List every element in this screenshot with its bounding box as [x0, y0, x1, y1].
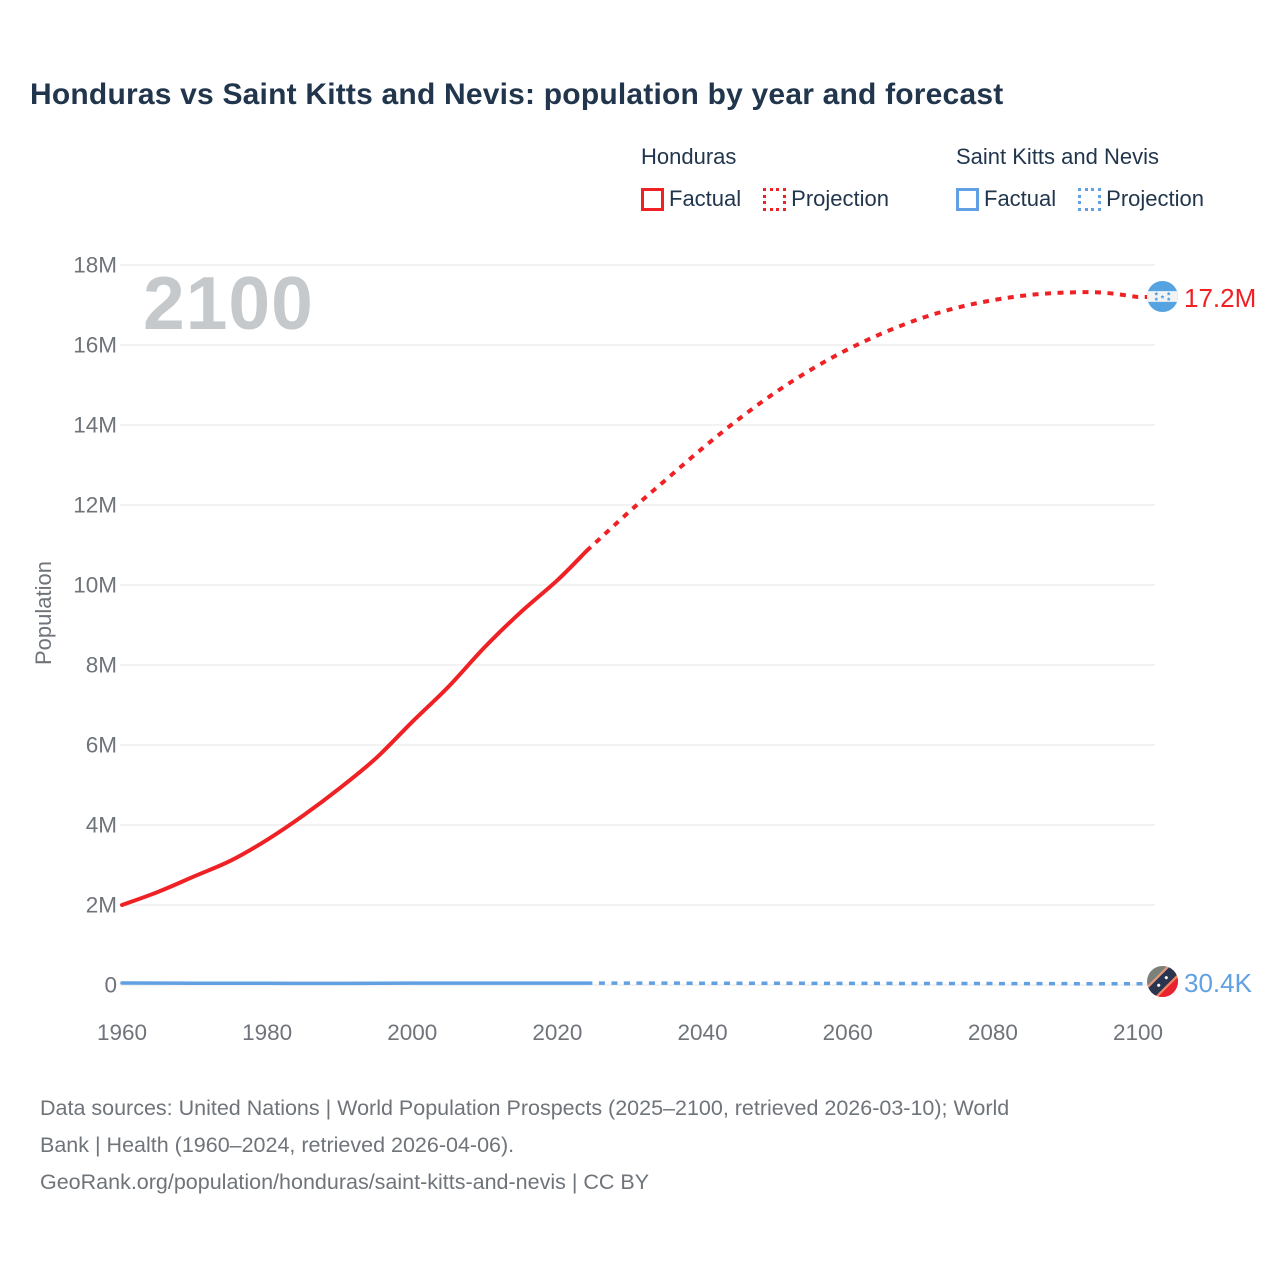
y-tick-label: 10M	[73, 573, 117, 598]
x-tick-label: 2060	[823, 1020, 873, 1045]
x-tick-label: 1960	[97, 1020, 147, 1045]
honduras-factual-swatch-icon	[641, 187, 664, 211]
legend-item-label: Factual	[669, 186, 742, 211]
page-title: Honduras vs Saint Kitts and Nevis: popul…	[30, 78, 1004, 111]
saint-kitts-end-value-label: 30.4K	[1184, 968, 1252, 998]
legend-group-title-honduras: Honduras	[641, 144, 737, 169]
x-tick-label: 2100	[1113, 1020, 1163, 1045]
y-axis-title: Population	[31, 561, 56, 665]
year-watermark: 2100	[143, 261, 314, 345]
y-tick-label: 8M	[86, 653, 117, 678]
series-saint-kitts-and-nevis-projection	[586, 981, 1149, 986]
series-honduras-factual	[120, 549, 589, 907]
y-tick-label: 12M	[73, 493, 117, 518]
y-tick-label: 0	[104, 973, 117, 998]
legend-item-saint-kitts-factual[interactable]: Factual	[956, 186, 1056, 212]
legend-group-saint-kitts: Saint Kitts and Nevis Factual Projection	[956, 144, 1204, 212]
x-tick-label: 1980	[242, 1020, 292, 1045]
x-tick-label: 2020	[532, 1020, 582, 1045]
saint-kitts-projection-swatch-icon	[1078, 187, 1102, 211]
attribution-line: GeoRank.org/population/honduras/saint-ki…	[40, 1170, 650, 1194]
x-tick-label: 2040	[678, 1020, 728, 1045]
y-tick-label: 18M	[73, 253, 117, 278]
honduras-projection-swatch-icon	[763, 187, 787, 211]
data-sources-line-2: Bank | Health (1960–2024, retrieved 2026…	[40, 1133, 515, 1157]
y-tick-label: 14M	[73, 413, 117, 438]
legend-group-honduras: Honduras Factual Projection	[641, 144, 889, 212]
legend-item-label: Factual	[984, 186, 1057, 211]
legend-item-honduras-factual[interactable]: Factual	[641, 186, 741, 212]
honduras-end-value-label: 17.2M	[1184, 283, 1257, 313]
y-tick-label: 16M	[73, 333, 117, 358]
saint-kitts-factual-swatch-icon	[956, 187, 979, 211]
footer: Data sources: United Nations | World Pop…	[40, 1090, 1250, 1201]
x-tick-label: 2080	[968, 1020, 1018, 1045]
legend-items-honduras: Factual Projection	[641, 186, 889, 212]
legend-group-title-saint-kitts: Saint Kitts and Nevis	[956, 144, 1159, 169]
y-tick-label: 4M	[86, 813, 117, 838]
legend-items-saint-kitts: Factual Projection	[956, 186, 1204, 212]
legend-item-honduras-projection[interactable]: Projection	[763, 186, 889, 212]
series-honduras-projection	[585, 290, 1149, 553]
legend-item-label: Projection	[791, 186, 889, 211]
legend-item-label: Projection	[1106, 186, 1204, 211]
honduras-flag-icon	[1147, 281, 1178, 312]
data-sources-line-1: Data sources: United Nations | World Pop…	[40, 1096, 1010, 1120]
x-tick-label: 2000	[387, 1020, 437, 1045]
y-tick-label: 6M	[86, 733, 117, 758]
legend-item-saint-kitts-projection[interactable]: Projection	[1078, 186, 1204, 212]
saint-kitts-nevis-flag-icon	[1147, 966, 1178, 997]
y-tick-label: 2M	[86, 893, 117, 918]
